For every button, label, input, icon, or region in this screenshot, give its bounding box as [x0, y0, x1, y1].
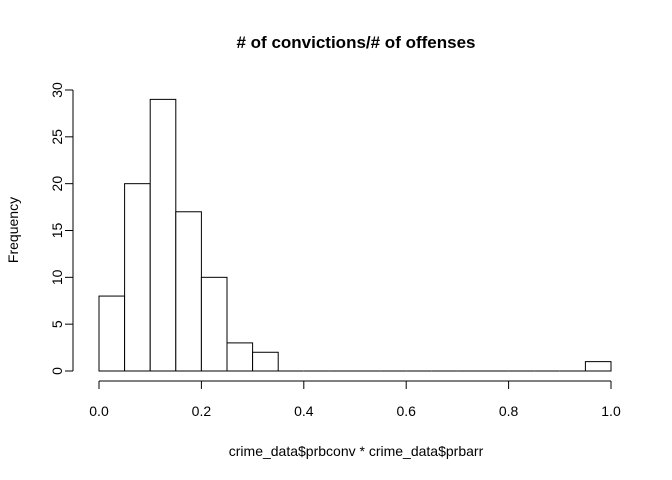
histogram-bar	[252, 351, 279, 372]
histogram-bar	[226, 342, 254, 372]
histogram-bar	[175, 211, 202, 372]
x-tick-label: 1.0	[601, 403, 621, 419]
y-tick-label: 15	[49, 223, 65, 239]
y-tick-label: 0	[49, 367, 65, 375]
y-tick-label: 10	[49, 269, 65, 285]
y-axis: 0 5 10 15 20 25 30	[49, 82, 74, 375]
histogram-bars	[98, 98, 612, 372]
histogram-bar	[149, 98, 177, 372]
histogram-bar	[200, 276, 228, 372]
chart-title: # of convictions/# of offenses	[237, 33, 476, 52]
x-axis: 0.0 0.2 0.4 0.6 0.8 1.0	[89, 380, 621, 419]
x-axis-label: crime_data$prbconv * crime_data$prbarr	[229, 443, 484, 459]
x-tick-label: 0.0	[89, 403, 109, 419]
y-tick-label: 20	[49, 176, 65, 192]
y-axis-label: Frequency	[5, 197, 21, 263]
histogram-bar	[124, 183, 151, 372]
histogram-bar	[98, 295, 126, 372]
y-tick-label: 25	[49, 129, 65, 145]
x-tick-label: 0.2	[192, 403, 212, 419]
y-tick-label: 5	[49, 320, 65, 328]
y-tick-label: 30	[49, 82, 65, 98]
histogram-bar	[584, 361, 612, 372]
x-tick-label: 0.8	[499, 403, 519, 419]
x-tick-label: 0.6	[396, 403, 416, 419]
x-tick-label: 0.4	[294, 403, 314, 419]
